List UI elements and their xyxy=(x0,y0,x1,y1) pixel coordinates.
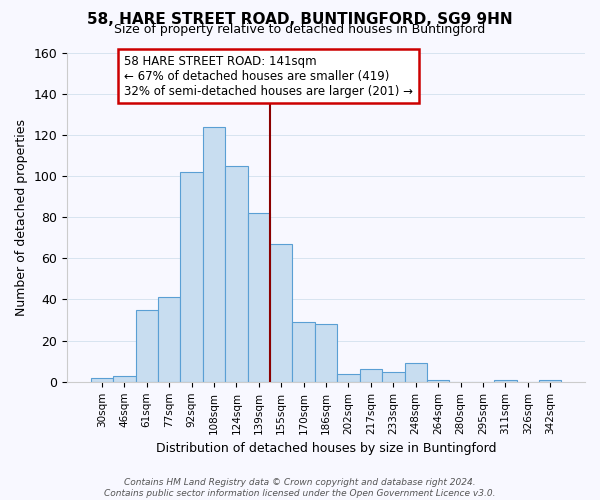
Bar xyxy=(360,370,382,382)
Bar xyxy=(494,380,517,382)
Text: 58 HARE STREET ROAD: 141sqm
← 67% of detached houses are smaller (419)
32% of se: 58 HARE STREET ROAD: 141sqm ← 67% of det… xyxy=(124,54,413,98)
Bar xyxy=(91,378,113,382)
Y-axis label: Number of detached properties: Number of detached properties xyxy=(15,118,28,316)
Bar xyxy=(203,126,225,382)
Bar xyxy=(427,380,449,382)
Bar xyxy=(382,372,404,382)
Bar xyxy=(181,172,203,382)
Bar xyxy=(539,380,562,382)
Bar xyxy=(270,244,292,382)
Bar xyxy=(337,374,360,382)
Text: Size of property relative to detached houses in Buntingford: Size of property relative to detached ho… xyxy=(115,24,485,36)
Bar xyxy=(113,376,136,382)
Text: 58, HARE STREET ROAD, BUNTINGFORD, SG9 9HN: 58, HARE STREET ROAD, BUNTINGFORD, SG9 9… xyxy=(87,12,513,28)
Text: Contains HM Land Registry data © Crown copyright and database right 2024.
Contai: Contains HM Land Registry data © Crown c… xyxy=(104,478,496,498)
Bar xyxy=(292,322,315,382)
Bar xyxy=(225,166,248,382)
X-axis label: Distribution of detached houses by size in Buntingford: Distribution of detached houses by size … xyxy=(156,442,496,455)
Bar xyxy=(248,213,270,382)
Bar xyxy=(315,324,337,382)
Bar xyxy=(158,298,181,382)
Bar xyxy=(136,310,158,382)
Bar xyxy=(404,364,427,382)
